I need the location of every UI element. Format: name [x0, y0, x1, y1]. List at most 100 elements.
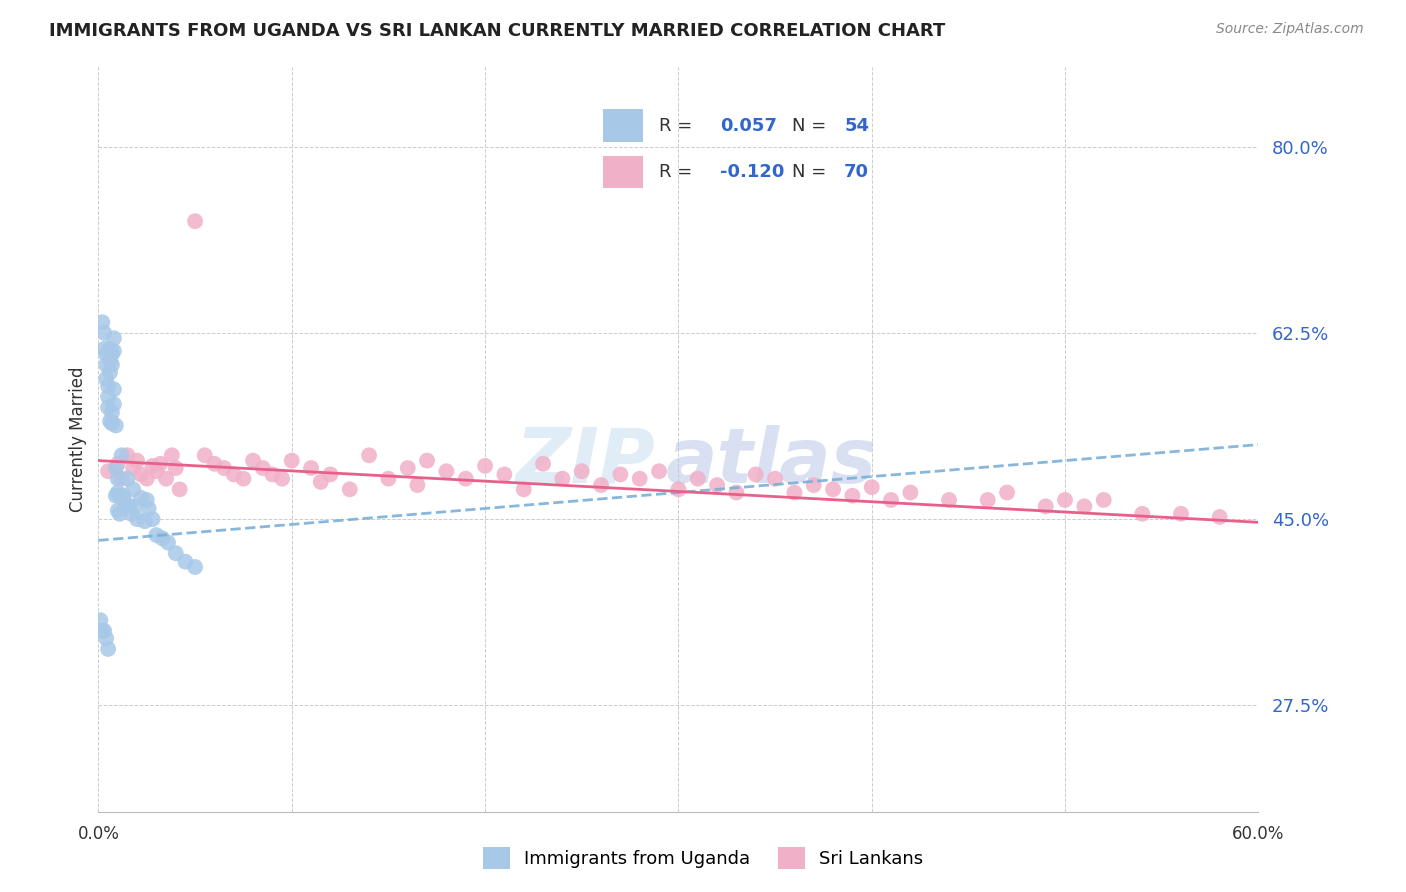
Point	[134, 514, 156, 528]
Point	[150, 531, 173, 545]
Point	[97, 464, 120, 478]
Point	[319, 467, 342, 482]
Point	[1209, 510, 1232, 524]
Point	[309, 475, 332, 489]
Point	[281, 453, 304, 467]
Point	[103, 382, 125, 396]
Point	[271, 472, 294, 486]
Point	[551, 472, 574, 486]
Point	[96, 347, 118, 361]
Text: 0.057: 0.057	[720, 117, 778, 135]
Point	[114, 496, 136, 510]
Point	[1092, 492, 1115, 507]
Point	[104, 418, 127, 433]
Point	[141, 458, 165, 473]
Point	[135, 492, 157, 507]
Point	[127, 512, 149, 526]
Point	[93, 624, 115, 638]
Point	[686, 472, 709, 486]
Point	[111, 448, 132, 462]
Point	[204, 457, 226, 471]
Y-axis label: Currently Married: Currently Married	[69, 367, 87, 512]
Point	[454, 472, 477, 486]
Point	[406, 478, 429, 492]
Text: R =: R =	[658, 117, 692, 135]
Point	[93, 326, 115, 340]
Point	[107, 503, 129, 517]
Point	[860, 480, 883, 494]
Point	[169, 483, 191, 497]
Point	[122, 483, 145, 497]
Point	[96, 358, 118, 372]
Text: -0.120: -0.120	[720, 163, 785, 181]
Point	[149, 457, 172, 471]
Point	[97, 379, 120, 393]
Text: N =: N =	[792, 163, 825, 181]
Point	[184, 214, 207, 228]
Point	[242, 453, 264, 467]
Point	[96, 372, 118, 386]
Text: 70: 70	[844, 163, 869, 181]
Point	[96, 632, 118, 646]
Point	[141, 512, 165, 526]
Point	[160, 448, 183, 462]
Point	[396, 461, 419, 475]
Point	[155, 472, 177, 486]
Point	[174, 555, 197, 569]
Point	[725, 485, 748, 500]
Point	[97, 401, 120, 415]
Point	[262, 467, 284, 482]
Point	[880, 492, 903, 507]
Point	[474, 458, 496, 473]
Point	[97, 641, 120, 656]
Point	[841, 489, 863, 503]
Point	[107, 457, 129, 471]
Point	[98, 354, 121, 368]
Point	[436, 464, 458, 478]
Point	[122, 461, 145, 475]
Text: IMMIGRANTS FROM UGANDA VS SRI LANKAN CURRENTLY MARRIED CORRELATION CHART: IMMIGRANTS FROM UGANDA VS SRI LANKAN CUR…	[49, 22, 945, 40]
Point	[107, 472, 129, 486]
Point	[628, 472, 651, 486]
Point	[821, 483, 844, 497]
Point	[117, 448, 139, 462]
Text: Source: ZipAtlas.com: Source: ZipAtlas.com	[1216, 22, 1364, 37]
Point	[359, 448, 381, 462]
Point	[103, 331, 125, 345]
Legend: Immigrants from Uganda, Sri Lankans: Immigrants from Uganda, Sri Lankans	[474, 838, 932, 879]
Point	[101, 406, 124, 420]
Point	[591, 478, 613, 492]
Point	[706, 478, 728, 492]
Text: 54: 54	[844, 117, 869, 135]
Text: ZIP: ZIP	[516, 425, 655, 499]
Point	[124, 500, 146, 514]
Point	[165, 461, 187, 475]
Point	[648, 464, 671, 478]
Point	[129, 491, 152, 505]
Point	[212, 461, 235, 475]
Point	[977, 492, 1000, 507]
Point	[416, 453, 439, 467]
Text: R =: R =	[658, 163, 692, 181]
Point	[232, 472, 254, 486]
Point	[98, 414, 121, 428]
Point	[101, 417, 124, 431]
Point	[1132, 507, 1154, 521]
Point	[184, 560, 207, 574]
Point	[995, 485, 1018, 500]
Point	[97, 390, 120, 404]
Point	[194, 448, 217, 462]
Point	[1054, 492, 1077, 507]
Point	[900, 485, 922, 500]
Point	[103, 397, 125, 411]
Point	[98, 342, 121, 356]
Point	[135, 472, 157, 486]
Point	[165, 546, 187, 560]
Point	[299, 461, 322, 475]
Point	[1035, 500, 1057, 514]
Point	[803, 478, 825, 492]
Point	[117, 472, 139, 486]
Point	[763, 472, 786, 486]
Text: atlas: atlas	[665, 425, 877, 499]
Point	[783, 485, 806, 500]
